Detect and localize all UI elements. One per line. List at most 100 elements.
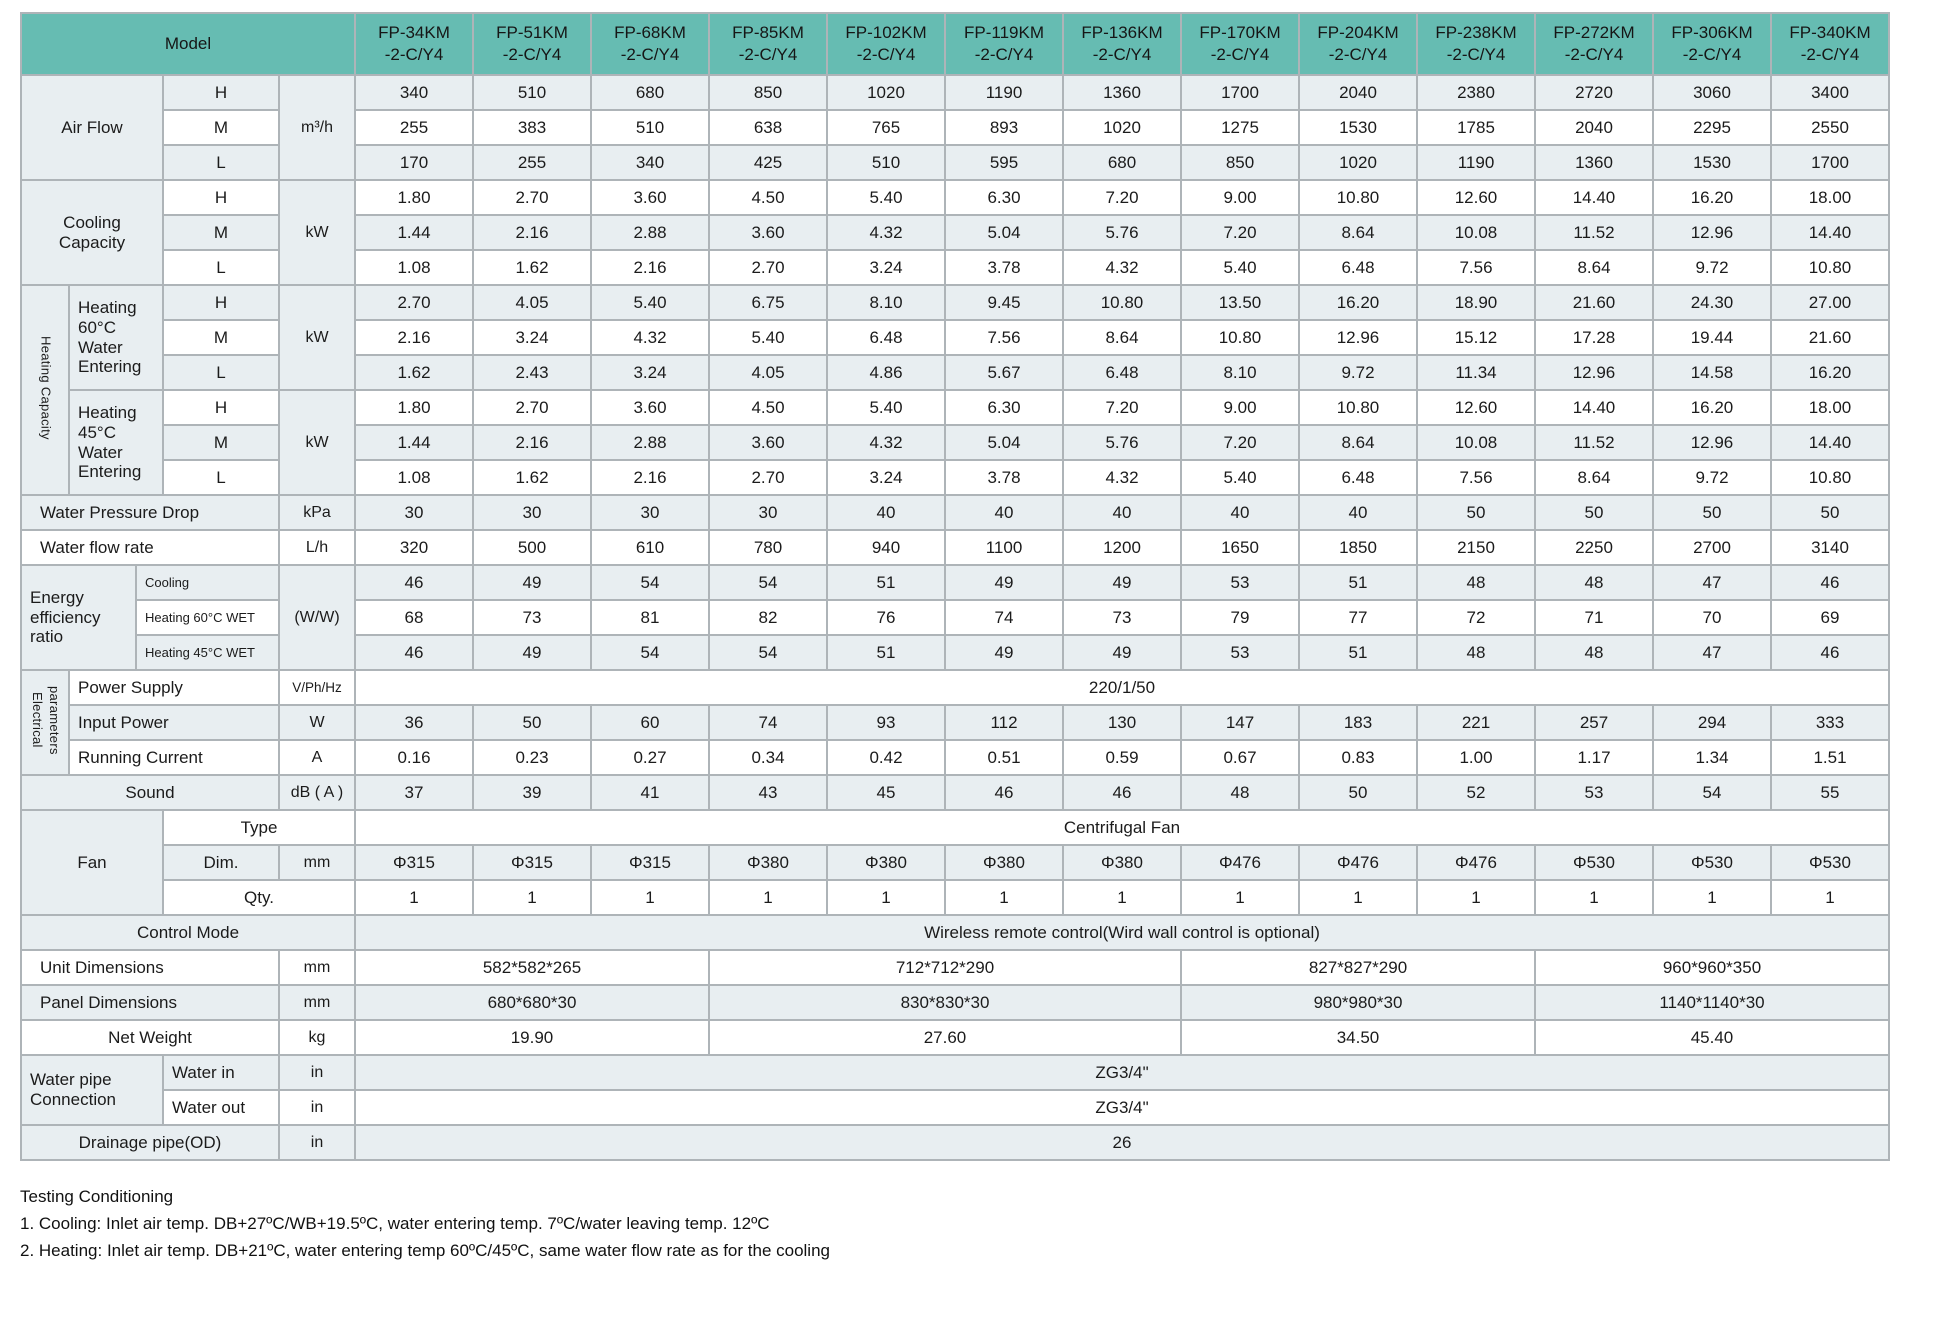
value-cell: 5.40: [708, 319, 828, 356]
unit-cell: W: [278, 704, 356, 741]
sub-row-label: Cooling: [135, 564, 280, 601]
value-cell: 14.58: [1652, 354, 1772, 391]
value-cell: 1.80: [354, 389, 474, 426]
row-label: Input Power: [68, 704, 280, 741]
model-column-header: FP-51KM -2-C/Y4: [472, 12, 592, 76]
value-cell: 257: [1534, 704, 1654, 741]
value-cell: 71: [1534, 599, 1654, 636]
value-cell: 221: [1416, 704, 1536, 741]
value-cell: 8.64: [1298, 214, 1418, 251]
value-cell: 0.16: [354, 739, 474, 776]
value-cell: Φ530: [1534, 844, 1654, 881]
value-cell: 53: [1534, 774, 1654, 811]
value-cell: 1: [1062, 879, 1182, 916]
value-cell: 10.80: [1180, 319, 1300, 356]
table-row: M 255 383 510 638 765 893 1020 1275 1530 1785 2040 2…: [21, 109, 1890, 146]
value-cell: 6.30: [944, 389, 1064, 426]
value-cell: 383: [472, 109, 592, 146]
value-cell: 0.83: [1298, 739, 1418, 776]
row-label: Energy efficiency ratio: [20, 564, 137, 671]
value-cell: 1360: [1534, 144, 1654, 181]
value-cell: 850: [708, 74, 828, 111]
value-cell: 46: [944, 774, 1064, 811]
value-cell: Φ380: [826, 844, 946, 881]
value-cell: 6.48: [1062, 354, 1182, 391]
value-cell: 680*680*30: [354, 984, 710, 1021]
value-cell: 77: [1298, 599, 1418, 636]
value-cell: 0.51: [944, 739, 1064, 776]
value-cell: 1275: [1180, 109, 1300, 146]
value-cell: 1530: [1652, 144, 1772, 181]
table-row: Energy efficiency ratio Cooling (W/W) 46 49 5…: [20, 564, 1890, 671]
value-cell: 4.50: [708, 179, 828, 216]
value-cell: 610: [590, 529, 710, 566]
value-cell: 49: [1062, 564, 1182, 601]
value-cell: Φ315: [472, 844, 592, 881]
value-cell: 5.76: [1062, 424, 1182, 461]
sub-row-label: L: [162, 459, 280, 496]
value-cell: Φ380: [708, 844, 828, 881]
sub-row-label: Type: [162, 809, 356, 846]
table-row: Control Mode Wireless remote control(Wird…: [20, 914, 1890, 951]
note-line-cooling: 1. Cooling: Inlet air temp. DB+27ºC/WB+1…: [20, 1214, 770, 1234]
value-cell: 37: [354, 774, 474, 811]
value-cell: 2550: [1770, 109, 1890, 146]
value-cell: 4.32: [826, 214, 946, 251]
value-cell: 8.64: [1298, 424, 1418, 461]
model-header-row: Model FP-34KM -2-C/Y4 FP-51KM -2-C/Y4 FP-68…: [20, 12, 1890, 76]
value-cell: 7.20: [1180, 424, 1300, 461]
value-cell: 60: [590, 704, 710, 741]
value-cell: 93: [826, 704, 946, 741]
value-cell: 3.60: [708, 424, 828, 461]
value-cell: 18.00: [1770, 179, 1890, 216]
value-cell: 53: [1180, 634, 1300, 671]
value-cell: 49: [944, 634, 1064, 671]
value-cell: 1: [354, 879, 474, 916]
table-row: Sound dB ( A ) 37 39 41 43 45 46 46 48 50 52 53 54 55: [20, 774, 1890, 811]
value-cell: 680: [1062, 144, 1182, 181]
value-cell: 10.80: [1770, 249, 1890, 286]
value-cell: 49: [944, 564, 1064, 601]
value-cell: 7.20: [1062, 389, 1182, 426]
value-cell: 2.70: [472, 389, 592, 426]
value-cell: 1140*1140*30: [1534, 984, 1890, 1021]
value-cell: 1: [1770, 879, 1890, 916]
value-cell: 1200: [1062, 529, 1182, 566]
value-cell: 3.60: [590, 179, 710, 216]
value-cell: 76: [826, 599, 946, 636]
value-cell: 7.56: [1416, 459, 1536, 496]
value-cell: 850: [1180, 144, 1300, 181]
value-cell: 582*582*265: [354, 949, 710, 986]
value-cell: 36: [354, 704, 474, 741]
value-cell: 2720: [1534, 74, 1654, 111]
value-cell: 5.04: [944, 424, 1064, 461]
value-cell: 2.70: [708, 249, 828, 286]
value-cell: 48: [1534, 634, 1654, 671]
value-cell: 1.17: [1534, 739, 1654, 776]
value-cell: 46: [1770, 564, 1890, 601]
row-label: Drainage pipe(OD): [20, 1124, 280, 1161]
sub-row-label: L: [162, 249, 280, 286]
value-cell: 30: [472, 494, 592, 531]
value-cell: 10.80: [1770, 459, 1890, 496]
value-cell: 5.40: [1180, 459, 1300, 496]
value-cell: 11.52: [1534, 424, 1654, 461]
value-cell: 340: [590, 144, 710, 181]
value-cell: 2040: [1534, 109, 1654, 146]
value-cell: 500: [472, 529, 592, 566]
note-line-heating: 2. Heating: Inlet air temp. DB+21ºC, wat…: [20, 1241, 830, 1261]
note-title: Testing Conditioning: [20, 1187, 174, 1206]
value-cell: 70: [1652, 599, 1772, 636]
value-cell: 2380: [1416, 74, 1536, 111]
value-cell: 54: [590, 634, 710, 671]
value-cell: 9.45: [944, 284, 1064, 321]
row-label: Unit Dimensions: [20, 949, 280, 986]
value-cell: 5.04: [944, 214, 1064, 251]
vertical-group-label-text: Electrical parameters: [30, 685, 62, 755]
value-cell: Φ380: [944, 844, 1064, 881]
value-cell: 9.00: [1180, 179, 1300, 216]
value-cell: 12.96: [1298, 319, 1418, 356]
value-cell: 4.32: [1062, 459, 1182, 496]
table-row: Water out in ZG3/4": [21, 1089, 1890, 1126]
table-row: Qty. 1 1 1 1 1 1 1 1 1 1 1 1 1: [21, 879, 1890, 916]
